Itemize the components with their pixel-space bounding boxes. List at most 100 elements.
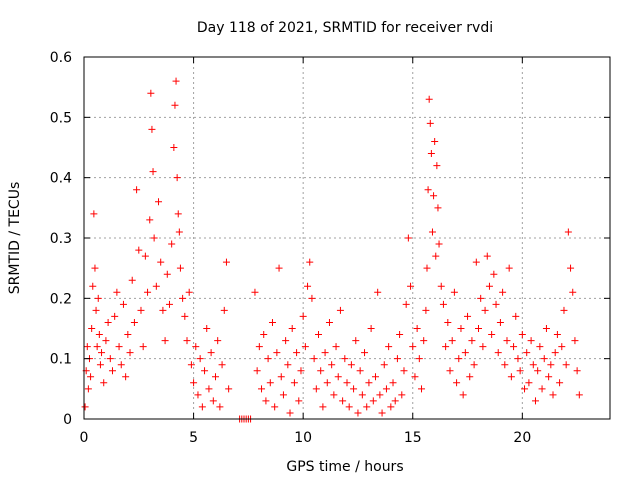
data-point — [148, 125, 156, 133]
data-point — [536, 343, 544, 351]
data-point — [434, 204, 442, 212]
data-point — [198, 403, 206, 411]
data-point — [411, 373, 419, 381]
data-point — [448, 337, 456, 345]
data-point — [564, 228, 572, 236]
data-point — [321, 349, 329, 357]
data-point — [455, 355, 463, 363]
data-point — [325, 318, 333, 326]
data-point — [126, 349, 134, 357]
data-point — [507, 373, 515, 381]
data-point — [218, 361, 226, 369]
data-point — [176, 264, 184, 272]
data-point — [531, 397, 539, 405]
data-point — [165, 300, 173, 308]
data-point — [464, 312, 472, 320]
data-point — [505, 264, 513, 272]
data-point — [514, 355, 522, 363]
data-point — [102, 337, 110, 345]
data-point — [477, 294, 485, 302]
data-point — [212, 373, 219, 381]
data-point — [323, 379, 331, 387]
y-tick-label: 0.1 — [50, 352, 72, 368]
data-point — [488, 331, 496, 339]
data-point — [88, 325, 96, 332]
data-point — [260, 331, 268, 339]
data-point — [220, 306, 228, 314]
data-point — [146, 216, 154, 224]
data-point — [168, 240, 176, 248]
data-point — [545, 373, 553, 381]
data-point — [354, 409, 362, 417]
y-tick-label: 0.6 — [50, 50, 72, 66]
data-point — [404, 234, 412, 242]
data-point — [262, 397, 270, 405]
data-point — [341, 355, 349, 363]
y-tick-label: 0.3 — [50, 231, 72, 247]
data-point — [273, 349, 281, 357]
data-point — [512, 312, 520, 320]
x-axis-title: GPS time / hours — [286, 459, 403, 475]
data-point — [205, 385, 213, 393]
data-point — [319, 403, 327, 411]
data-point — [444, 318, 452, 326]
data-point — [573, 367, 581, 375]
data-point — [529, 361, 537, 369]
data-point — [549, 391, 557, 399]
data-point — [376, 391, 384, 399]
data-point — [367, 325, 375, 332]
data-point — [501, 361, 509, 369]
data-point — [567, 264, 575, 272]
data-point — [490, 270, 498, 278]
data-point — [301, 343, 309, 351]
data-point — [387, 403, 395, 411]
data-point — [141, 252, 149, 260]
data-point — [432, 252, 440, 260]
data-point — [402, 300, 410, 308]
data-point — [192, 343, 200, 351]
data-point — [89, 282, 97, 290]
data-point — [540, 355, 548, 363]
data-point — [425, 95, 433, 103]
data-point — [306, 258, 314, 266]
data-point — [433, 162, 441, 170]
data-point — [181, 312, 189, 320]
data-point — [494, 349, 502, 357]
data-point — [284, 361, 292, 369]
data-point — [190, 379, 198, 387]
data-point — [431, 137, 439, 145]
data-point — [461, 349, 469, 357]
data-point — [575, 391, 583, 399]
data-point — [363, 403, 371, 411]
data-point — [293, 349, 301, 357]
data-point — [389, 379, 397, 387]
x-tick-label: 15 — [404, 430, 422, 446]
data-point — [290, 379, 298, 387]
y-axis-title: SRMTID / TECUs — [7, 182, 23, 295]
data-point — [179, 294, 187, 302]
data-point — [485, 282, 493, 290]
data-point — [171, 101, 179, 109]
data-point — [426, 119, 434, 127]
data-point — [214, 337, 222, 345]
data-point — [133, 186, 141, 194]
data-point — [135, 246, 143, 254]
data-point — [128, 276, 136, 284]
data-point — [457, 325, 465, 332]
data-point — [556, 379, 564, 387]
data-point — [299, 312, 307, 320]
data-point — [468, 337, 476, 345]
data-point — [356, 367, 364, 375]
data-point — [130, 318, 138, 326]
data-point — [163, 270, 171, 278]
data-point — [516, 367, 524, 375]
x-tick-label: 5 — [189, 430, 198, 446]
x-tick-label: 20 — [513, 430, 531, 446]
data-point — [83, 343, 91, 351]
data-point — [439, 300, 447, 308]
data-point — [286, 409, 294, 417]
data-point — [369, 397, 377, 405]
data-point — [81, 403, 89, 411]
data-point — [553, 331, 561, 339]
data-point — [415, 355, 423, 363]
